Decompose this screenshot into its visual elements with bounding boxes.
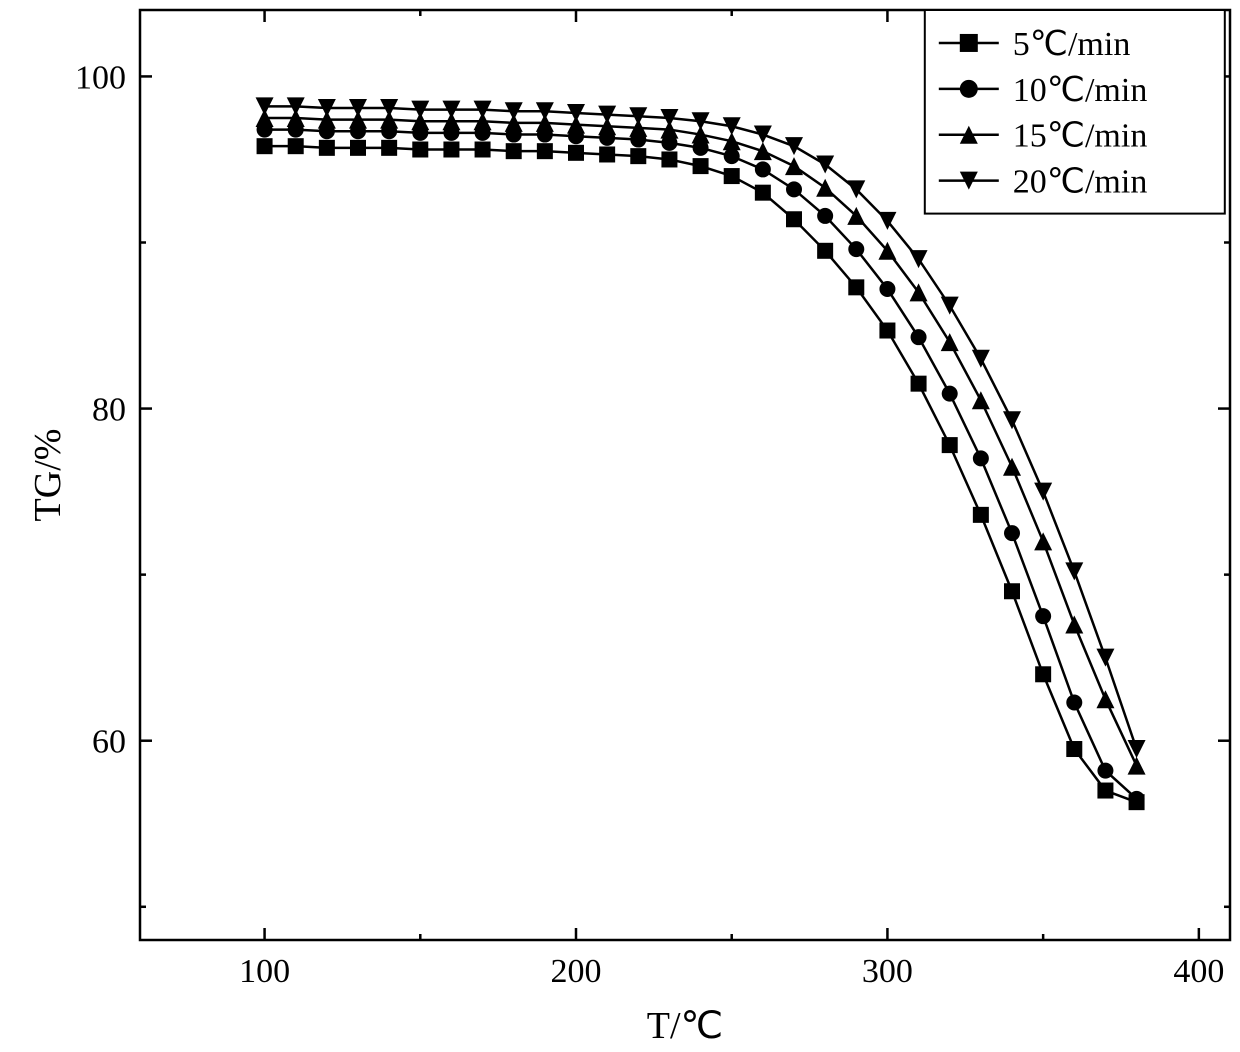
x-tick-label: 200 [551, 953, 602, 990]
chart-container: 100 200 300 400 60 80 100 T/℃ TG/% 5℃/min 10℃/min 1… [0, 0, 1240, 1052]
x-axis-label: T/℃ [647, 1005, 723, 1047]
tg-chart: 100 200 300 400 60 80 100 T/℃ TG/% 5℃/min 10℃/min 1… [0, 0, 1240, 1052]
y-tick-label: 80 [92, 391, 126, 428]
legend-label: 15℃/min [1013, 118, 1148, 155]
y-axis-label: TG/% [27, 429, 69, 522]
x-tick-label: 400 [1173, 953, 1224, 990]
x-tick-label: 100 [239, 953, 290, 990]
legend: 5℃/min 10℃/min 15℃/min 20℃/min [925, 10, 1225, 214]
y-tick-label: 100 [75, 59, 126, 96]
x-tick-label: 300 [862, 953, 913, 990]
legend-label: 5℃/min [1013, 26, 1131, 63]
y-tick-label: 60 [92, 724, 126, 761]
legend-label: 20℃/min [1013, 164, 1148, 201]
legend-label: 10℃/min [1013, 72, 1148, 109]
